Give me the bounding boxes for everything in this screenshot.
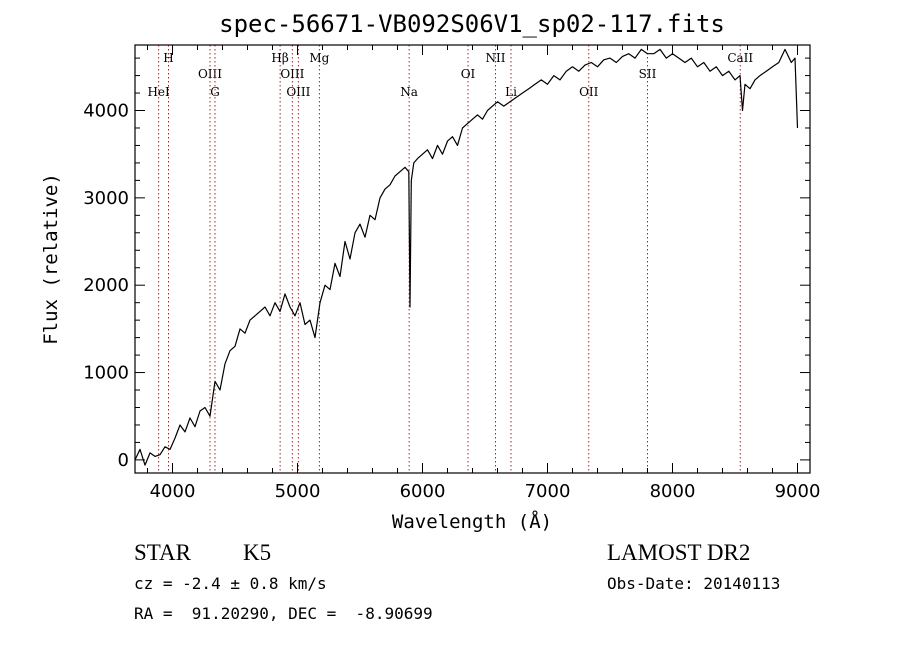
chart-title: spec-56671-VB092S06V1_sp02-117.fits — [219, 10, 725, 38]
line-markers: HeI H OIII G Hβ OIII OIII Mg Na OI NII Li OII SII CaII — [147, 45, 753, 473]
marker-label-4: Hβ — [271, 51, 288, 65]
marker-label-0: HeI — [147, 85, 170, 99]
marker-label-11: Li — [505, 85, 517, 99]
marker-label-14: CaII — [727, 51, 753, 65]
marker-label-6: OIII — [286, 85, 310, 99]
object-class: STAR — [134, 540, 191, 565]
marker-label-8: Na — [400, 85, 418, 99]
marker-label-1: H — [163, 51, 173, 65]
marker-label-5: OIII — [280, 67, 304, 81]
y-tick-label-4: 4000 — [83, 101, 129, 122]
x-tick-label-0: 4000 — [150, 481, 196, 502]
spectrum-line-0 — [134, 48, 799, 466]
x-tick-label-2: 6000 — [400, 481, 446, 502]
subclass: K5 — [243, 540, 272, 565]
marker-label-13: SII — [639, 67, 657, 81]
survey-name: LAMOST DR2 — [607, 540, 751, 565]
plot-frame — [134, 44, 811, 474]
spectrum-series — [134, 48, 799, 466]
x-tick-label-4: 8000 — [650, 481, 696, 502]
marker-label-12: OII — [579, 85, 599, 99]
y-tick-label-0: 0 — [118, 450, 129, 471]
axis-ticks: 4000 5000 6000 7000 8000 9000 0 1000 2000 3000 400… — [83, 45, 820, 502]
marker-label-9: OI — [461, 67, 476, 81]
marker-label-2: OIII — [198, 67, 222, 81]
x-tick-label-3: 7000 — [525, 481, 571, 502]
x-tick-label-1: 5000 — [275, 481, 321, 502]
marker-label-3: G — [210, 85, 220, 99]
obs-date: Obs-Date: 20140113 — [607, 574, 781, 593]
y-tick-label-3: 3000 — [83, 188, 129, 209]
marker-label-10: NII — [486, 51, 506, 65]
y-axis-label: Flux (relative) — [40, 173, 62, 345]
x-axis-label: Wavelength (Å) — [392, 510, 552, 533]
y-tick-label-2: 2000 — [83, 275, 129, 296]
y-tick-label-1: 1000 — [83, 363, 129, 384]
redshift-text: cz = -2.4 ± 0.8 km/s — [134, 574, 327, 593]
x-tick-label-5: 9000 — [775, 481, 821, 502]
coordinates-text: RA = 91.20290, DEC = -8.90699 — [134, 604, 433, 623]
marker-label-7: Mg — [309, 51, 329, 65]
